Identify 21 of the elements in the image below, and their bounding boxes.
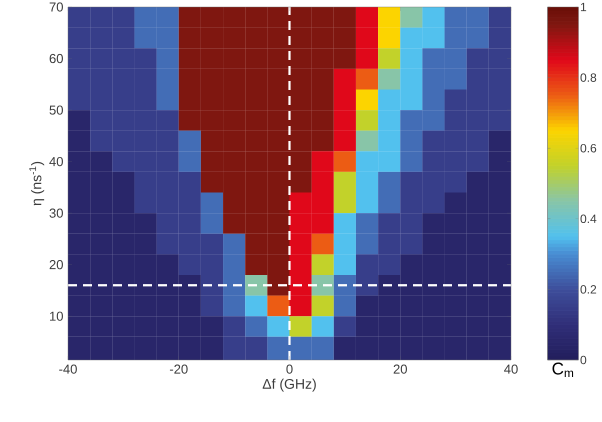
y-tick-label: 70: [50, 2, 63, 12]
x-tick-label: 0: [286, 364, 293, 374]
x-tick-label: 20: [394, 364, 407, 374]
y-tick-label: 50: [50, 105, 63, 115]
color-bar-label: 0.2: [580, 285, 596, 294]
y-tick-label: 10: [50, 312, 63, 321]
y-tick-label: 20: [50, 260, 63, 270]
x-tick-label: 40: [504, 364, 518, 374]
color-bar-label: 0.6: [580, 144, 596, 152]
y-tick-label: 40: [49, 156, 63, 166]
y-axis-title: η (ns$^{-1}$): [29, 162, 44, 206]
color-bar-label: 0: [580, 356, 586, 364]
x-tick-label: -40: [59, 364, 77, 374]
y-tick-label: 60: [50, 54, 63, 64]
color-bar-title: C$_{m}$: [552, 362, 574, 377]
color-bar-label: 1: [580, 2, 586, 12]
color-bar-label: 0.8: [580, 73, 596, 82]
x-tick-label: -20: [170, 364, 188, 374]
color-bar-label: 0.4: [580, 214, 596, 224]
y-tick-label: 30: [50, 208, 63, 218]
x-axis-title: Δf (GHz): [262, 378, 316, 392]
